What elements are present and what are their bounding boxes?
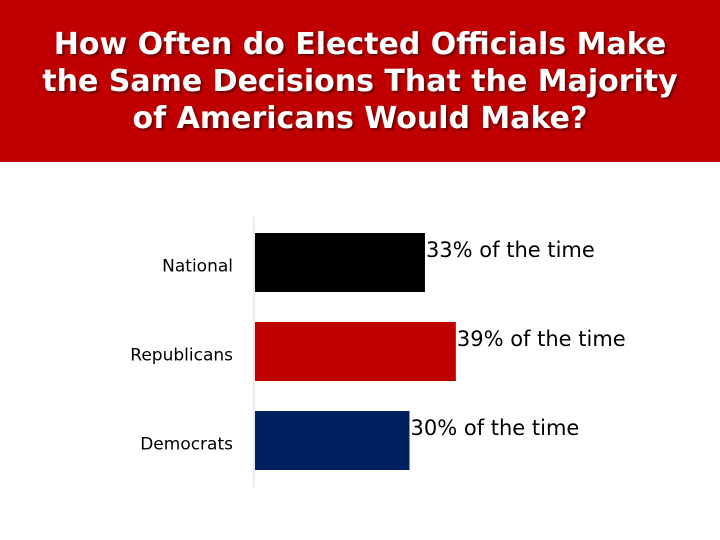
- data-label-democrats: 30% of the time: [411, 416, 580, 440]
- bar-national: [255, 233, 425, 292]
- category-label-national: National: [162, 257, 233, 277]
- data-label-republicans: 39% of the time: [457, 327, 626, 351]
- category-label-democrats: Democrats: [140, 435, 233, 455]
- bar-democrats: [255, 411, 410, 470]
- data-label-national: 33% of the time: [426, 238, 595, 262]
- title-banner: How Often do Elected Officials Make the …: [0, 0, 720, 162]
- category-label-republicans: Republicans: [130, 346, 233, 366]
- bar-republicans: [255, 322, 456, 381]
- bar-group: National 33% of the time Republicans 39% of…: [130, 233, 626, 470]
- bar-chart: National 33% of the time Republicans 39% of…: [130, 217, 626, 487]
- chart-title: How Often do Elected Officials Make the …: [42, 26, 678, 136]
